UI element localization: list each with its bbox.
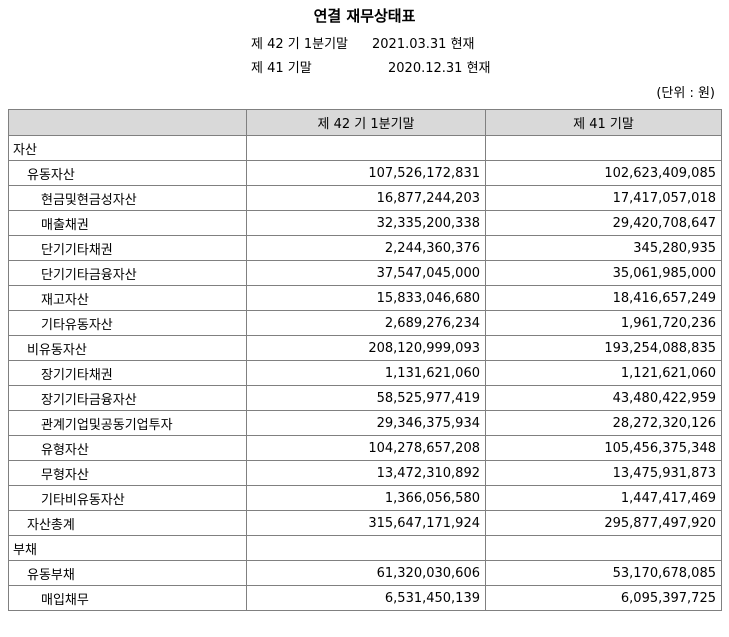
table-row: 장기기타금융자산 58,525,977,419 43,480,422,959 <box>8 385 722 411</box>
current-period-value: 104,278,657,208 <box>246 435 486 461</box>
prior-period-value: 13,475,931,873 <box>485 460 722 486</box>
table-row: 유형자산 104,278,657,208 105,456,375,348 <box>8 435 722 461</box>
table-row: 현금및현금성자산 16,877,244,203 17,417,057,018 <box>8 185 722 211</box>
table-header-row: 제 42 기 1분기말 제 41 기말 <box>8 109 722 136</box>
statement-title: 연결 재무상태표 <box>313 7 416 25</box>
account-name-cell: 자산 <box>8 135 247 161</box>
current-period-value: 32,335,200,338 <box>246 210 486 236</box>
header-current-period: 제 42 기 1분기말 <box>246 109 486 136</box>
table-row: 무형자산 13,472,310,892 13,475,931,873 <box>8 460 722 486</box>
current-period-value: 2,689,276,234 <box>246 310 486 336</box>
prior-period-value: 6,095,397,725 <box>485 585 722 611</box>
account-name-cell: 기타비유동자산 <box>8 485 247 511</box>
prior-period-value: 105,456,375,348 <box>485 435 722 461</box>
current-period-date: 2021.03.31 현재 <box>372 37 475 52</box>
account-name-cell: 장기기타채권 <box>8 360 247 386</box>
table-row: 장기기타채권 1,131,621,060 1,121,621,060 <box>8 360 722 386</box>
account-name-cell: 단기기타금융자산 <box>8 260 247 286</box>
prior-period-value: 18,416,657,249 <box>485 285 722 311</box>
current-period-value: 37,547,045,000 <box>246 260 486 286</box>
current-period-value: 208,120,999,093 <box>246 335 486 361</box>
prior-period-value: 35,061,985,000 <box>485 260 722 286</box>
account-name-cell: 단기기타채권 <box>8 235 247 261</box>
account-name-cell: 자산총계 <box>8 510 247 536</box>
prior-period-value: 1,961,720,236 <box>485 310 722 336</box>
prior-period-value: 1,447,417,469 <box>485 485 722 511</box>
prior-period-value: 43,480,422,959 <box>485 385 722 411</box>
account-name-cell: 무형자산 <box>8 460 247 486</box>
current-period-value: 6,531,450,139 <box>246 585 486 611</box>
account-name-cell: 기타유동자산 <box>8 310 247 336</box>
current-period-value: 13,472,310,892 <box>246 460 486 486</box>
table-row: 부채 <box>8 535 722 561</box>
current-period-value: 107,526,172,831 <box>246 160 486 186</box>
prior-period-date: 2020.12.31 현재 <box>388 61 491 76</box>
current-period-value: 16,877,244,203 <box>246 185 486 211</box>
table-row: 매입채무 6,531,450,139 6,095,397,725 <box>8 585 722 611</box>
table-row: 관계기업및공동기업투자 29,346,375,934 28,272,320,126 <box>8 410 722 436</box>
current-period-value <box>246 535 486 561</box>
current-period-value: 1,366,056,580 <box>246 485 486 511</box>
table-row: 단기기타금융자산 37,547,045,000 35,061,985,000 <box>8 260 722 286</box>
unit-label: (단위 : 원) <box>656 86 715 101</box>
current-period-value: 2,244,360,376 <box>246 235 486 261</box>
prior-period-value: 17,417,057,018 <box>485 185 722 211</box>
table-body: 자산 유동자산 107,526,172,831 102,623,409,085 현금및현… <box>8 135 722 611</box>
table-row: 자산총계 315,647,171,924 295,877,497,920 <box>8 510 722 536</box>
header-account <box>8 109 247 136</box>
prior-period-value: 102,623,409,085 <box>485 160 722 186</box>
current-period-value: 61,320,030,606 <box>246 560 486 586</box>
balance-sheet-table: 제 42 기 1분기말 제 41 기말 자산 유동자산 107,526,172,83… <box>8 109 722 611</box>
prior-period-value: 29,420,708,647 <box>485 210 722 236</box>
table-row: 매출채권 32,335,200,338 29,420,708,647 <box>8 210 722 236</box>
prior-period-value: 345,280,935 <box>485 235 722 261</box>
account-name-cell: 장기기타금융자산 <box>8 385 247 411</box>
table-row: 기타유동자산 2,689,276,234 1,961,720,236 <box>8 310 722 336</box>
prior-period-value: 28,272,320,126 <box>485 410 722 436</box>
current-period-label: 제 42 기 1분기말 <box>251 37 349 52</box>
account-name-cell: 매출채권 <box>8 210 247 236</box>
prior-period-value: 1,121,621,060 <box>485 360 722 386</box>
account-name-cell: 매입채무 <box>8 585 247 611</box>
table-row: 단기기타채권 2,244,360,376 345,280,935 <box>8 235 722 261</box>
account-name-cell: 부채 <box>8 535 247 561</box>
prior-period-value <box>485 135 722 161</box>
account-name-cell: 현금및현금성자산 <box>8 185 247 211</box>
table-row: 재고자산 15,833,046,680 18,416,657,249 <box>8 285 722 311</box>
account-name-cell: 유동부채 <box>8 560 247 586</box>
current-period-value <box>246 135 486 161</box>
current-period-value: 15,833,046,680 <box>246 285 486 311</box>
prior-period-value: 53,170,678,085 <box>485 560 722 586</box>
table-row: 유동부채 61,320,030,606 53,170,678,085 <box>8 560 722 586</box>
current-period-value: 1,131,621,060 <box>246 360 486 386</box>
account-name-cell: 관계기업및공동기업투자 <box>8 410 247 436</box>
prior-period-value: 193,254,088,835 <box>485 335 722 361</box>
table-row: 자산 <box>8 135 722 161</box>
table-row: 기타비유동자산 1,366,056,580 1,447,417,469 <box>8 485 722 511</box>
prior-period-value: 295,877,497,920 <box>485 510 722 536</box>
account-name-cell: 재고자산 <box>8 285 247 311</box>
account-name-cell: 비유동자산 <box>8 335 247 361</box>
prior-period-value <box>485 535 722 561</box>
current-period-value: 315,647,171,924 <box>246 510 486 536</box>
table-row: 유동자산 107,526,172,831 102,623,409,085 <box>8 160 722 186</box>
header-prior-period: 제 41 기말 <box>485 109 722 136</box>
table-row: 비유동자산 208,120,999,093 193,254,088,835 <box>8 335 722 361</box>
current-period-value: 29,346,375,934 <box>246 410 486 436</box>
account-name-cell: 유형자산 <box>8 435 247 461</box>
account-name-cell: 유동자산 <box>8 160 247 186</box>
prior-period-label: 제 41 기말 <box>251 61 312 76</box>
current-period-value: 58,525,977,419 <box>246 385 486 411</box>
